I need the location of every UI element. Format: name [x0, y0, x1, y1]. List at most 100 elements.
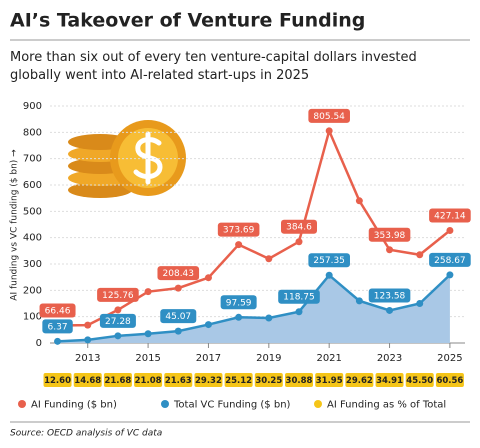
point [144, 288, 152, 296]
value-label: 97.59 [226, 298, 252, 308]
y-tick-label: 200 [23, 285, 42, 296]
value-label-box [278, 289, 320, 304]
y-tick-label: 100 [23, 312, 42, 323]
percent-box [224, 373, 253, 387]
point [355, 297, 363, 305]
point [235, 313, 243, 321]
source: Source: OECD analysis of VC data [10, 429, 162, 439]
point [84, 321, 92, 329]
percent-box [43, 373, 72, 387]
percent-label: 25.12 [225, 376, 252, 386]
legend-label: AI Funding ($ bn) [31, 400, 117, 411]
percent-label: 12.60 [44, 376, 71, 386]
point [295, 308, 303, 316]
percent-box [254, 373, 283, 387]
percent-label: 21.63 [165, 376, 192, 386]
x-tick-label: 2017 [196, 353, 221, 364]
percent-box [73, 373, 102, 387]
y-tick-label: 600 [23, 180, 42, 191]
value-label-box [220, 295, 257, 310]
point [386, 246, 394, 254]
point [114, 332, 122, 340]
value-label: 125.76 [102, 291, 134, 301]
area [57, 274, 450, 343]
value-label: 66.46 [45, 306, 71, 316]
value-label-box [160, 309, 197, 324]
point [325, 271, 333, 279]
value-label: 805.54 [313, 112, 345, 122]
legend-marker [314, 400, 322, 408]
point [174, 327, 182, 335]
chart-title: AI’s Takeover of Venture Funding [10, 10, 365, 32]
point [84, 336, 92, 344]
point [446, 227, 454, 235]
value-label: 384.6 [286, 223, 312, 233]
value-label-box [217, 222, 260, 237]
percent-label: 21.68 [104, 376, 131, 386]
percent-label: 29.32 [195, 376, 222, 386]
value-label-box [97, 287, 139, 302]
value-label: 427.14 [434, 212, 466, 222]
percent-box [405, 373, 434, 387]
point [235, 241, 243, 249]
percent-box [103, 373, 132, 387]
x-tick-label: 2025 [437, 353, 462, 364]
value-label-box [368, 227, 411, 242]
y-axis-label: AI funding vs VC funding ($ bn) → [10, 149, 20, 301]
percent-box [435, 373, 464, 387]
percent-label: 30.25 [255, 376, 282, 386]
y-tick-label: 800 [23, 127, 42, 138]
point [295, 238, 303, 246]
legend-label: Total VC Funding ($ bn) [173, 400, 291, 411]
percent-label: 29.62 [346, 376, 373, 386]
percent-box [315, 373, 344, 387]
percent-box [345, 373, 374, 387]
value-label-box [308, 108, 350, 123]
x-tick-label: 2021 [316, 353, 341, 364]
percent-label: 45.50 [406, 376, 433, 386]
percent-box [375, 373, 404, 387]
value-label-box [281, 219, 317, 234]
point [265, 255, 273, 263]
y-tick-label: 700 [23, 154, 42, 165]
value-label: 118.75 [283, 293, 315, 303]
value-label: 27.28 [105, 317, 131, 327]
legend-label: AI Funding as % of Total [327, 400, 446, 411]
point [416, 300, 424, 307]
percent-box [164, 373, 193, 387]
point [204, 321, 212, 329]
x-tick-label: 2013 [75, 353, 100, 364]
value-label: 258.67 [434, 256, 466, 266]
value-label: 373.69 [223, 226, 255, 236]
x-tick-label: 2015 [135, 353, 160, 364]
value-label-box [429, 208, 471, 223]
point [204, 274, 212, 282]
point [355, 197, 363, 205]
value-label: 123.58 [374, 291, 406, 301]
value-label: 353.98 [374, 231, 406, 241]
point [416, 251, 424, 259]
y-tick-label: 900 [23, 101, 42, 112]
value-label-box [99, 313, 136, 328]
value-label-box [42, 319, 73, 334]
y-tick-label: 500 [23, 206, 42, 217]
percent-label: 34.91 [376, 376, 403, 386]
legend-marker [18, 400, 26, 408]
value-label-box [429, 252, 471, 267]
value-label: 208.43 [163, 269, 195, 279]
line [57, 273, 451, 343]
x-tick-label: 2019 [256, 353, 281, 364]
point [114, 306, 122, 314]
x-tick-label: 2023 [377, 353, 402, 364]
chart-subtitle: More than six out of every ten venture-c… [10, 50, 417, 83]
point [144, 330, 152, 338]
percent-box [134, 373, 163, 387]
point [386, 306, 394, 314]
percent-box [194, 373, 223, 387]
value-label-box [308, 253, 350, 268]
percent-label: 60.56 [436, 376, 463, 386]
y-tick-label: 0 [36, 338, 42, 349]
value-label: 6.37 [48, 322, 68, 332]
percent-label: 31.95 [316, 376, 343, 386]
